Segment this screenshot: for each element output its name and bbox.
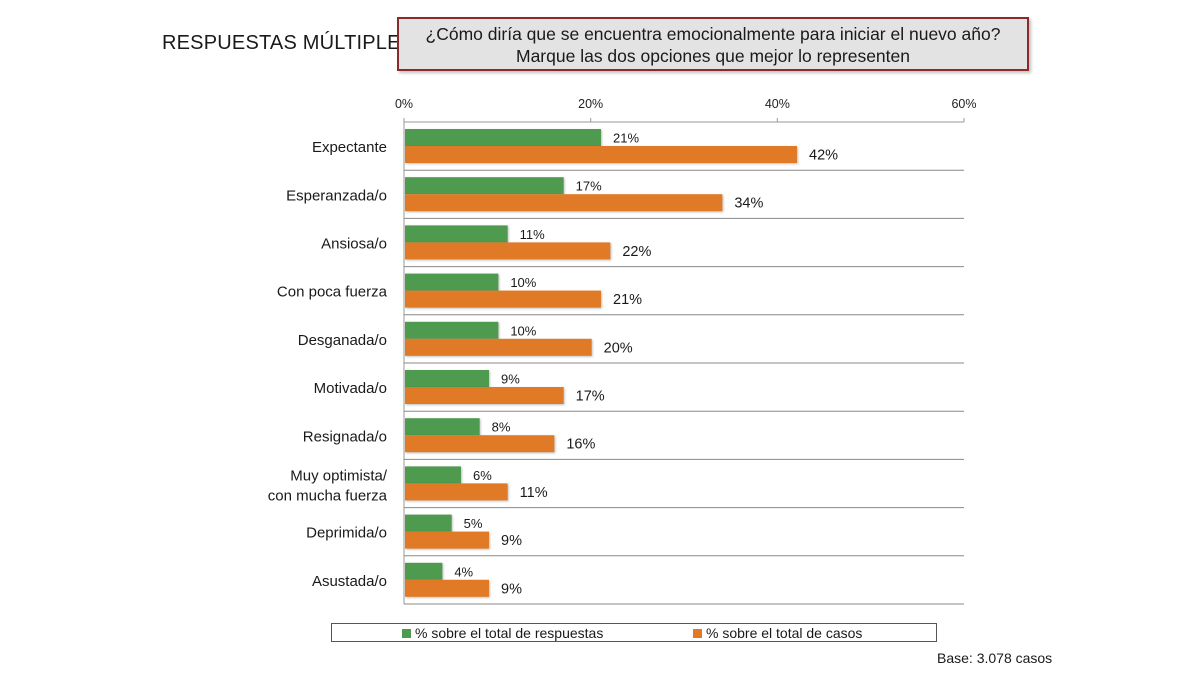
category-label: Resignada/o — [303, 428, 387, 445]
bar-casos — [405, 483, 508, 501]
bar-casos — [405, 579, 489, 597]
data-label: 17% — [576, 389, 605, 405]
bar-respuestas — [405, 418, 480, 436]
x-tick-label: 40% — [765, 97, 790, 111]
data-label: 21% — [613, 131, 639, 146]
bar-respuestas — [405, 273, 499, 291]
data-label: 42% — [809, 148, 838, 164]
data-label: 11% — [520, 227, 545, 242]
category-label: Desganada/o — [298, 332, 387, 349]
category-label: Ansiosa/o — [321, 236, 387, 253]
category-label: Muy optimista/con mucha fuerza — [268, 468, 388, 505]
data-label: 17% — [576, 179, 602, 194]
section-label: RESPUESTAS MÚLTIPLES — [162, 32, 415, 54]
bar-casos — [405, 194, 723, 212]
data-label: 6% — [473, 468, 492, 483]
legend-label-respuestas: % sobre el total de respuestas — [415, 625, 604, 641]
question-line-1: ¿Cómo diría que se encuentra emocionalme… — [425, 24, 1001, 44]
data-label: 16% — [566, 437, 595, 453]
bar-casos — [405, 242, 611, 260]
category-label: Motivada/o — [314, 380, 387, 397]
chart-legend: % sobre el total de respuestas % sobre e… — [331, 623, 937, 642]
data-label: 8% — [492, 420, 511, 435]
bar-respuestas — [405, 177, 564, 195]
bar-respuestas — [405, 370, 489, 387]
bar-casos — [405, 531, 489, 549]
base-note: Base: 3.078 casos — [937, 650, 1053, 666]
legend-swatch-orange — [693, 628, 702, 638]
legend-item-casos: % sobre el total de casos — [693, 625, 862, 641]
legend-label-casos: % sobre el total de casos — [706, 625, 863, 641]
question-line-2: Marque las dos opciones que mejor lo rep… — [516, 46, 910, 66]
x-tick-label: 0% — [395, 97, 413, 111]
bar-respuestas — [405, 321, 499, 339]
data-label: 11% — [520, 485, 548, 501]
bar-casos — [405, 387, 564, 404]
data-label: 10% — [510, 323, 536, 338]
data-label: 21% — [613, 292, 642, 308]
category-label-line: Muy optimista/ — [290, 468, 388, 485]
category-label: Con poca fuerza — [277, 284, 388, 301]
bar-respuestas — [405, 129, 601, 146]
data-label: 10% — [510, 275, 536, 290]
question-box: ¿Cómo diría que se encuentra emocionalme… — [397, 17, 1029, 71]
data-label: 5% — [464, 516, 483, 531]
bar-casos — [405, 290, 601, 308]
data-label: 34% — [734, 196, 763, 212]
legend-item-respuestas: % sobre el total de respuestas — [402, 625, 603, 641]
category-label: Deprimida/o — [306, 525, 387, 542]
x-tick-label: 60% — [951, 97, 976, 111]
x-tick-label: 20% — [578, 97, 603, 111]
bar-casos — [405, 146, 797, 163]
category-label: Esperanzada/o — [286, 187, 387, 204]
bar-casos — [405, 435, 555, 453]
category-label-line: con mucha fuerza — [268, 488, 388, 505]
bar-respuestas — [405, 225, 508, 243]
data-label: 22% — [622, 244, 651, 260]
data-label: 9% — [501, 533, 522, 549]
bar-casos — [405, 338, 592, 356]
data-label: 20% — [604, 340, 633, 356]
bar-respuestas — [405, 562, 443, 580]
category-label: Expectante — [312, 139, 387, 156]
legend-swatch-green — [402, 628, 411, 638]
data-label: 9% — [501, 581, 522, 597]
bar-respuestas — [405, 514, 452, 532]
bar-respuestas — [405, 466, 461, 484]
data-label: 9% — [501, 372, 520, 387]
data-label: 4% — [454, 564, 473, 579]
category-label: Asustada/o — [312, 573, 387, 590]
